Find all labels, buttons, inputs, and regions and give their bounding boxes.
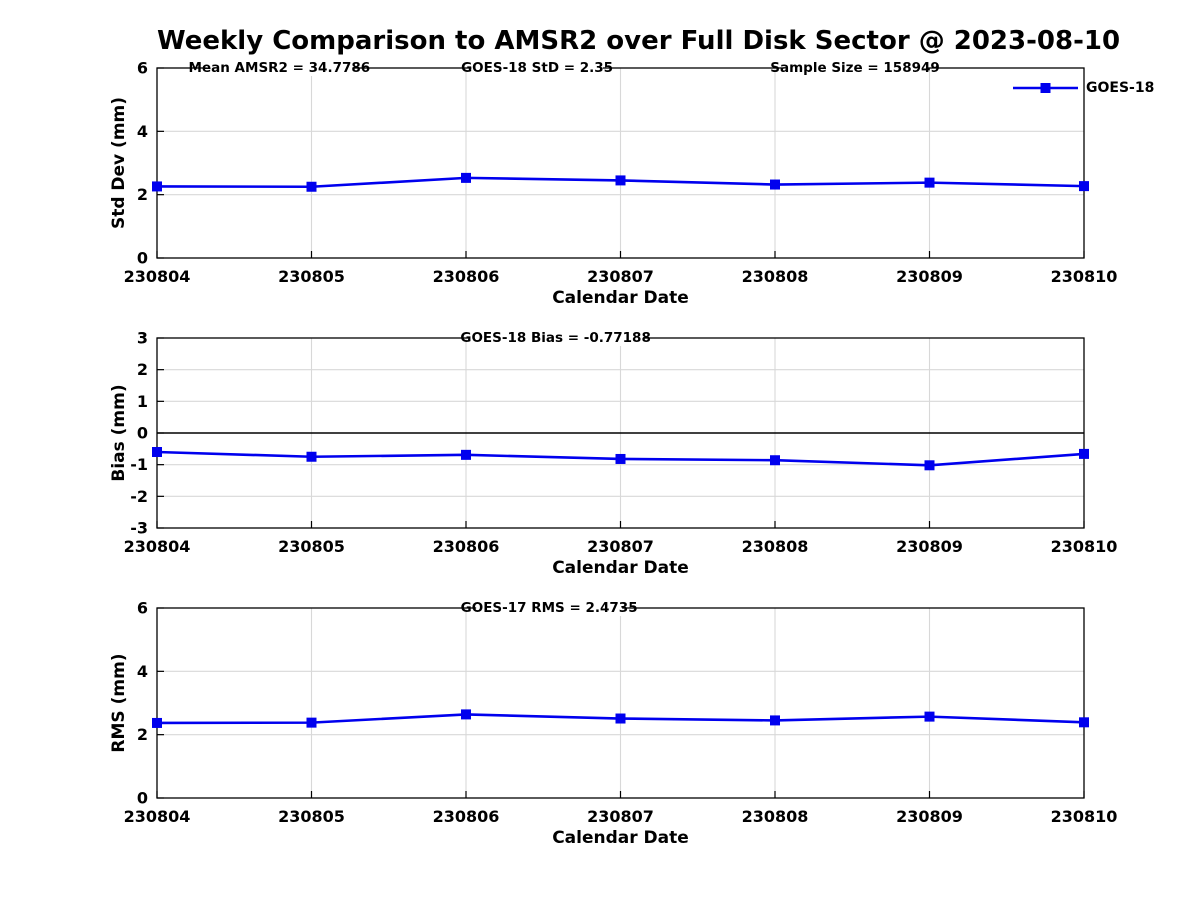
x-tick-label: 230805	[278, 807, 345, 826]
x-tick-label: 230804	[124, 537, 191, 556]
y-tick-label: 3	[137, 329, 148, 348]
data-point-marker	[461, 709, 471, 720]
chart-rms-vs-date: 230804 230805 230806 230807 230808 230809 2308…	[124, 599, 1118, 827]
data-point-marker	[461, 449, 471, 460]
y-tick-label: 6	[137, 599, 148, 618]
y-tick-label: 1	[137, 392, 148, 411]
legend-marker	[1040, 83, 1051, 93]
data-point-marker	[152, 181, 162, 192]
data-point-marker	[924, 460, 935, 471]
annotation-bg	[206, 60, 353, 76]
y-tick-label: -1	[130, 455, 148, 474]
annotation-label: GOES-18 StD = 2.35	[461, 60, 613, 76]
annotation-bg	[471, 60, 603, 76]
x-axis-label-calendar-date-2: Calendar Date	[552, 558, 689, 578]
x-tick-label: 230809	[896, 807, 963, 826]
x-axis-label-calendar-date-1: Calendar Date	[552, 288, 689, 308]
x-tick-label: 230808	[742, 267, 809, 286]
y-tick-label: 0	[137, 249, 148, 268]
x-tick-label: 230810	[1051, 807, 1118, 826]
data-point-marker	[924, 177, 935, 188]
x-tick-label: 230806	[433, 267, 500, 286]
x-tick-label: 230806	[433, 807, 500, 826]
x-tick-label: 230804	[124, 267, 191, 286]
data-point-marker	[152, 447, 162, 457]
annotation-label: GOES-17 RMS = 2.4735	[461, 600, 638, 616]
x-tick-label: 230805	[278, 267, 345, 286]
data-point-marker	[306, 717, 317, 728]
y-tick-label: 6	[137, 59, 148, 78]
x-tick-label: 230808	[742, 807, 809, 826]
y-tick-label: 0	[137, 424, 148, 443]
data-point-marker	[615, 713, 626, 724]
chart-bias-vs-date: 230804 230805 230806 230807 230808 230809 2308…	[124, 329, 1118, 557]
x-tick-label: 230807	[587, 537, 654, 556]
annotation-bg	[782, 60, 929, 76]
y-tick-label: -3	[130, 519, 148, 538]
annotation-bg	[468, 330, 644, 346]
data-point-marker	[924, 711, 935, 722]
data-point-marker	[306, 451, 317, 462]
y-tick-label: 2	[137, 185, 148, 204]
figure-title: Weekly Comparison to AMSR2 over Full Dis…	[157, 26, 1121, 56]
x-tick-label: 230809	[896, 267, 963, 286]
data-point-marker	[615, 453, 626, 464]
data-point-marker	[152, 717, 162, 728]
annotation-label: GOES-18 Bias = -0.77188	[460, 330, 650, 346]
data-point-marker	[306, 181, 317, 192]
y-tick-label: 2	[137, 360, 148, 379]
data-point-marker	[461, 172, 471, 183]
annotation-label: Sample Size = 158949	[770, 60, 939, 76]
data-point-marker	[770, 715, 780, 726]
x-tick-label: 230804	[124, 807, 191, 826]
x-axis-label-calendar-date-3: Calendar Date	[552, 828, 689, 848]
y-tick-label: 4	[137, 662, 148, 681]
y-tick-label: 2	[137, 725, 148, 744]
x-tick-label: 230810	[1051, 537, 1118, 556]
x-tick-label: 230810	[1051, 267, 1118, 286]
x-tick-label: 230807	[587, 807, 654, 826]
y-tick-label: 4	[137, 122, 148, 141]
data-point-marker	[1079, 181, 1089, 192]
y-tick-label: -2	[130, 487, 148, 506]
y-tick-label: 0	[137, 789, 148, 808]
x-tick-label: 230808	[742, 537, 809, 556]
annotation-bg	[476, 600, 623, 616]
annotation-label: Mean AMSR2 = 34.7786	[189, 60, 371, 76]
data-point-marker	[615, 175, 626, 186]
x-tick-label: 230807	[587, 267, 654, 286]
data-point-marker	[1079, 717, 1089, 728]
legend-label: GOES-18	[1086, 80, 1154, 96]
data-point-marker	[1079, 448, 1089, 459]
chart-std-dev-vs-date: 230804 230805 230806 230807 230808 230809 2308…	[124, 59, 1155, 287]
x-tick-label: 230809	[896, 537, 963, 556]
x-tick-label: 230805	[278, 537, 345, 556]
data-point-marker	[770, 179, 780, 190]
data-point-marker	[770, 455, 780, 466]
x-tick-label: 230806	[433, 537, 500, 556]
